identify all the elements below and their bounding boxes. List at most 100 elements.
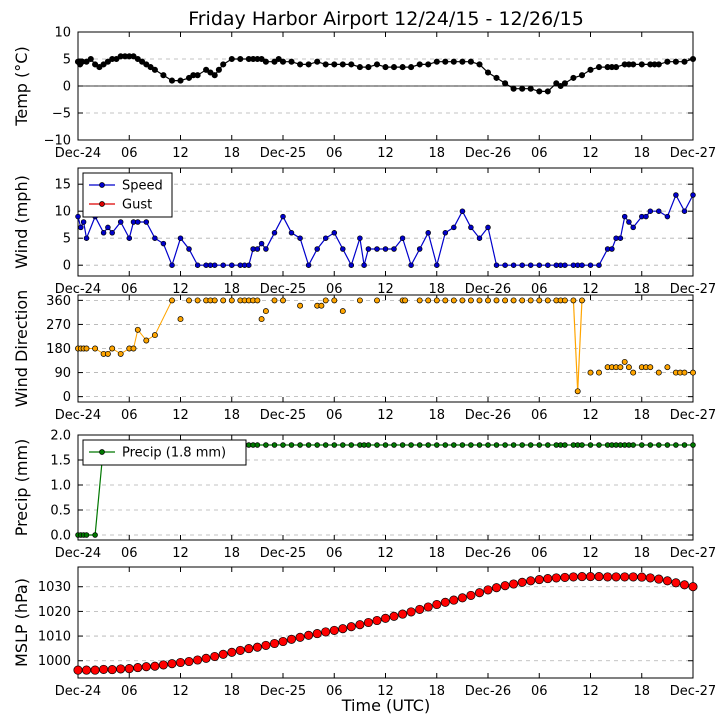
data-point (348, 61, 355, 68)
data-point (467, 58, 474, 65)
data-point (399, 442, 406, 448)
data-point (442, 230, 449, 236)
y-tick-label: 5 (63, 53, 71, 68)
data-point (630, 61, 637, 68)
data-point (92, 532, 98, 538)
data-point (536, 442, 543, 448)
data-point (664, 58, 671, 65)
data-point (442, 58, 449, 65)
data-point (288, 230, 295, 236)
data-point (374, 297, 380, 304)
data-point (340, 246, 346, 252)
x-tick-label: 06 (531, 282, 548, 297)
data-point (536, 88, 543, 95)
x-tick-label: Dec-25 (260, 282, 306, 297)
data-point (278, 636, 288, 647)
data-point (168, 77, 176, 84)
x-tick-label: Dec-25 (260, 408, 306, 423)
y-tick-label: −10 (44, 134, 71, 149)
data-point (679, 580, 690, 590)
data-point (545, 262, 551, 268)
y-tick-label: 10 (54, 205, 71, 220)
data-point (434, 262, 440, 268)
x-tick-label: 18 (428, 282, 445, 297)
data-point (211, 262, 218, 268)
x-tick-label: 18 (633, 408, 650, 423)
legend: Precip (1.8 mm) (82, 439, 247, 466)
data-point (664, 213, 671, 220)
data-point (673, 192, 679, 198)
data-point (305, 442, 312, 448)
data-point (585, 572, 596, 582)
data-point (143, 337, 150, 344)
data-point (562, 442, 568, 448)
y-tick-label: 360 (46, 294, 71, 309)
data-point (519, 442, 525, 448)
data-point (275, 55, 282, 63)
data-point (374, 246, 380, 252)
data-point (457, 593, 467, 603)
legend-swatch-marker (99, 201, 105, 207)
data-point (134, 326, 141, 333)
data-point (416, 442, 423, 448)
data-point (688, 582, 698, 592)
x-tick-label: 12 (172, 684, 189, 699)
data-point (562, 262, 568, 268)
x-tick-label: 12 (582, 408, 599, 423)
data-point (288, 442, 295, 448)
data-point (416, 61, 423, 68)
data-point (647, 208, 654, 214)
data-point (681, 208, 688, 214)
data-point (374, 442, 380, 448)
data-point (415, 604, 425, 614)
data-point (425, 442, 431, 448)
data-point (476, 297, 483, 304)
data-point (382, 64, 389, 71)
data-point (568, 572, 578, 582)
data-point (331, 61, 338, 68)
x-tick-label: 06 (326, 684, 343, 699)
data-point (254, 246, 261, 252)
data-point (152, 235, 158, 241)
data-point (536, 262, 543, 268)
data-point (399, 235, 406, 241)
data-point (252, 642, 262, 652)
x-tick-label: Dec-24 (55, 546, 101, 561)
x-tick-label: 12 (172, 408, 189, 423)
data-point (656, 442, 662, 448)
data-point (194, 72, 201, 79)
x-tick-label: Dec-24 (55, 146, 101, 161)
x-tick-label: 12 (377, 282, 394, 297)
data-point (254, 297, 261, 304)
data-point (485, 224, 491, 231)
data-point (297, 442, 303, 448)
data-point (510, 442, 517, 448)
data-point (510, 297, 517, 304)
data-point (263, 442, 269, 448)
data-point (117, 350, 124, 357)
y-tick-label: 90 (54, 366, 71, 381)
data-point (160, 240, 167, 247)
data-point (365, 246, 372, 252)
x-tick-label: 18 (633, 146, 650, 161)
data-point (671, 578, 681, 588)
chart-title: Friday Harbor Airport 12/24/15 - 12/26/1… (188, 8, 584, 30)
x-tick-label: 12 (582, 546, 599, 561)
data-point (690, 442, 696, 448)
data-point (262, 58, 269, 65)
data-point (100, 230, 107, 236)
x-tick-label: Dec-26 (465, 546, 511, 561)
data-point (493, 297, 500, 304)
data-point (312, 629, 322, 639)
data-point (288, 58, 295, 65)
data-point (130, 53, 137, 60)
data-point (560, 572, 570, 582)
x-tick-label: Dec-27 (670, 408, 716, 423)
data-point (527, 262, 534, 268)
data-point (134, 55, 141, 63)
x-tick-label: 18 (428, 408, 445, 423)
data-point (434, 442, 440, 448)
x-tick-label: 18 (633, 546, 650, 561)
data-point (527, 442, 534, 448)
